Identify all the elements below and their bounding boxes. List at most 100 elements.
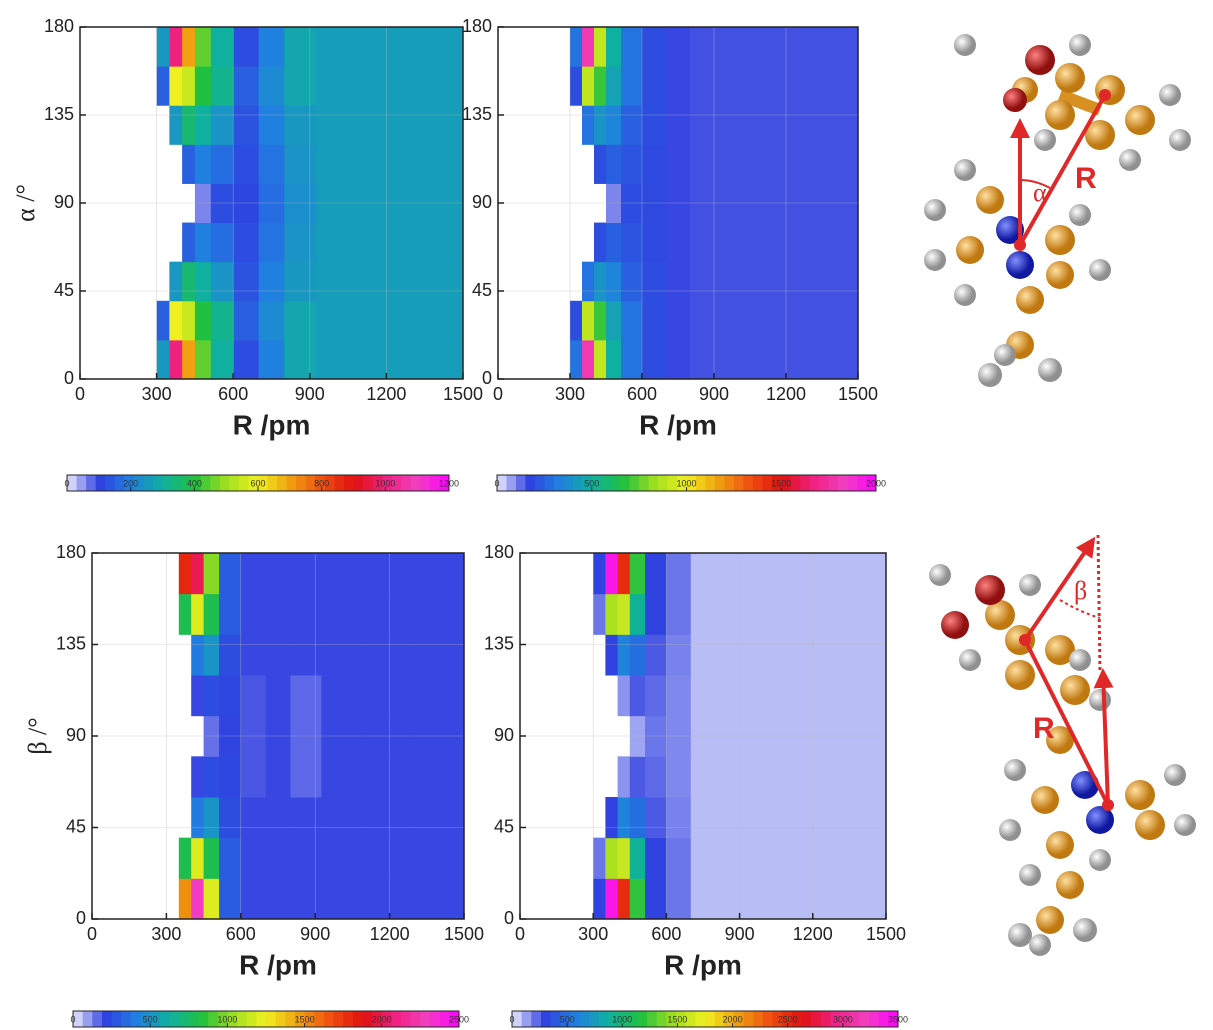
colorbar-swatch: [198, 1011, 208, 1027]
colorbar-swatch: [266, 1011, 276, 1027]
contour-cell: [290, 838, 322, 879]
contour-cell: [412, 66, 464, 106]
contour-cell: [233, 223, 259, 263]
colorbar-tick-label: 800: [314, 478, 329, 488]
y-tick-label: 0: [64, 368, 74, 388]
contour-cell: [810, 144, 859, 184]
colorbar-swatch: [544, 475, 554, 491]
contour-cell: [182, 105, 195, 145]
contour-cell: [666, 756, 691, 797]
contour-cell: [211, 144, 234, 184]
distance-label: R: [1033, 712, 1055, 745]
contour-cell: [642, 144, 667, 184]
contour-cell: [690, 262, 721, 302]
contour-cell: [414, 878, 464, 919]
contour-cell: [837, 878, 886, 919]
x-tick-label: 300: [578, 924, 608, 944]
x-tick-label: 1200: [793, 924, 833, 944]
contour-cell: [179, 553, 192, 594]
colorbar-swatch: [344, 475, 354, 491]
x-tick-label: 300: [142, 384, 172, 404]
contour-cell: [204, 675, 220, 716]
colorbar-swatch: [811, 1011, 821, 1027]
contour-cell: [204, 594, 220, 635]
x-axis-label: R /pm: [664, 949, 742, 980]
colorbar-swatch: [522, 1011, 532, 1027]
contour-cell: [284, 66, 316, 106]
contour-cell: [191, 634, 204, 675]
contour-cell: [605, 594, 618, 635]
x-tick-label: 0: [493, 384, 503, 404]
colorbar-swatch: [170, 1011, 180, 1027]
colorbar-tick-label: 0: [509, 1014, 514, 1024]
y-axis-label: α /°: [11, 184, 40, 222]
colorbar-swatch: [247, 1011, 257, 1027]
colorbar-tick-label: 400: [187, 478, 202, 488]
colorbar-swatch: [160, 1011, 170, 1027]
y-tick-label: 180: [56, 542, 86, 562]
contour-cell: [621, 301, 643, 341]
colorbar-swatch: [296, 475, 306, 491]
x-tick-label: 900: [295, 384, 325, 404]
colorbar-swatch: [541, 1011, 551, 1027]
contour-cell: [195, 105, 211, 145]
contour-cell: [606, 262, 622, 302]
contour-cell: [666, 675, 691, 716]
contour-cell: [593, 878, 606, 919]
contour-cell: [241, 634, 266, 675]
colorbar-swatch: [153, 475, 163, 491]
colorbar-tick-label: 500: [560, 1014, 575, 1024]
contour-cell: [715, 756, 746, 797]
contour-cell: [645, 878, 667, 919]
contour-cell: [691, 756, 716, 797]
contour-cell: [582, 262, 595, 302]
contour-cell: [630, 838, 646, 879]
contour-cell: [746, 553, 789, 594]
contour-cell: [412, 105, 464, 145]
contour-cell: [191, 675, 204, 716]
colorbar-swatch: [256, 1011, 266, 1027]
contour-cell: [259, 301, 285, 341]
colorbar-swatch: [287, 475, 297, 491]
contour-cell: [316, 105, 361, 145]
y-tick-label: 45: [54, 280, 74, 300]
contour-cell: [211, 105, 234, 145]
contour-cell: [810, 105, 859, 145]
contour-cell: [316, 66, 361, 106]
contour-cell: [284, 144, 316, 184]
contour-cell: [414, 797, 464, 838]
contour-cell: [157, 66, 170, 106]
contour-cell: [606, 340, 622, 380]
contour-cell: [642, 262, 667, 302]
contour-cell: [720, 66, 763, 106]
contour-cell: [691, 553, 716, 594]
colorbar-tick-label: 2000: [866, 478, 886, 488]
contour-cell: [241, 878, 266, 919]
x-tick-label: 1500: [866, 924, 906, 944]
colorbar-swatch: [601, 475, 611, 491]
contour-cell: [594, 105, 607, 145]
colorbar-swatch: [658, 475, 668, 491]
y-tick-label: 45: [66, 816, 86, 836]
contour-cell: [666, 144, 691, 184]
contour-cell: [259, 340, 285, 380]
contour-cell: [233, 340, 259, 380]
colorbar-tick-label: 1500: [667, 1014, 687, 1024]
colorbar-tick-label: 1500: [295, 1014, 315, 1024]
colorbar-swatch: [506, 475, 516, 491]
colorbar-swatch: [210, 475, 220, 491]
contour-cell: [715, 878, 746, 919]
contour-cell: [666, 27, 691, 67]
contour-cell: [321, 838, 365, 879]
contour-cell: [204, 756, 220, 797]
colorbar-swatch: [695, 1011, 705, 1027]
colorbar-swatch: [391, 1011, 401, 1027]
contour-cell: [810, 27, 859, 67]
contour-cell: [666, 797, 691, 838]
contour-cell: [241, 797, 266, 838]
contour-cell: [666, 634, 691, 675]
contour-cell: [642, 66, 667, 106]
contour-cell: [642, 105, 667, 145]
contour-cell: [241, 838, 266, 879]
contour-cell: [582, 301, 595, 341]
